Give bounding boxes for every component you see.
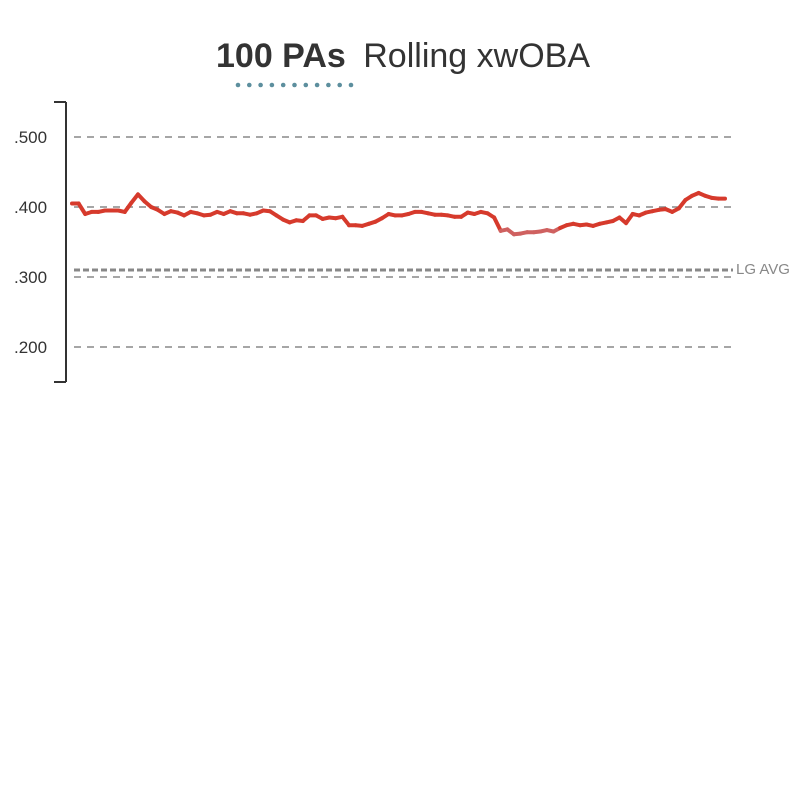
title-dot (337, 82, 343, 88)
chart-title: 100 PAs Rolling xwOBA (216, 37, 590, 75)
title-dot (280, 82, 286, 88)
title-dot (303, 82, 309, 88)
series-lines (70, 191, 727, 237)
title-dot (269, 82, 275, 88)
title-dot (258, 82, 263, 88)
title-dot (314, 82, 320, 88)
y-tick-labels: .200 .300 .400 .500 (14, 128, 47, 357)
lg-avg-label: LG AVG (736, 261, 790, 278)
y-axis (54, 101, 67, 383)
chart-title-bold: 100 PAs (216, 37, 346, 75)
title-dot (292, 82, 297, 88)
gridlines (74, 136, 733, 348)
title-dot (235, 82, 241, 88)
title-dot (247, 82, 252, 88)
y-tick-label: .500 (14, 128, 47, 147)
y-tick-label: .300 (14, 268, 47, 287)
title-dot (326, 82, 331, 88)
title-underline-dots (235, 82, 354, 88)
series-line-segment (492, 215, 503, 233)
y-tick-label: .400 (14, 198, 47, 217)
y-tick-label: .200 (14, 338, 47, 357)
series-line-segment (76, 201, 88, 216)
chart-title-regular: Rolling xwOBA (363, 37, 590, 75)
title-dot (348, 82, 354, 88)
